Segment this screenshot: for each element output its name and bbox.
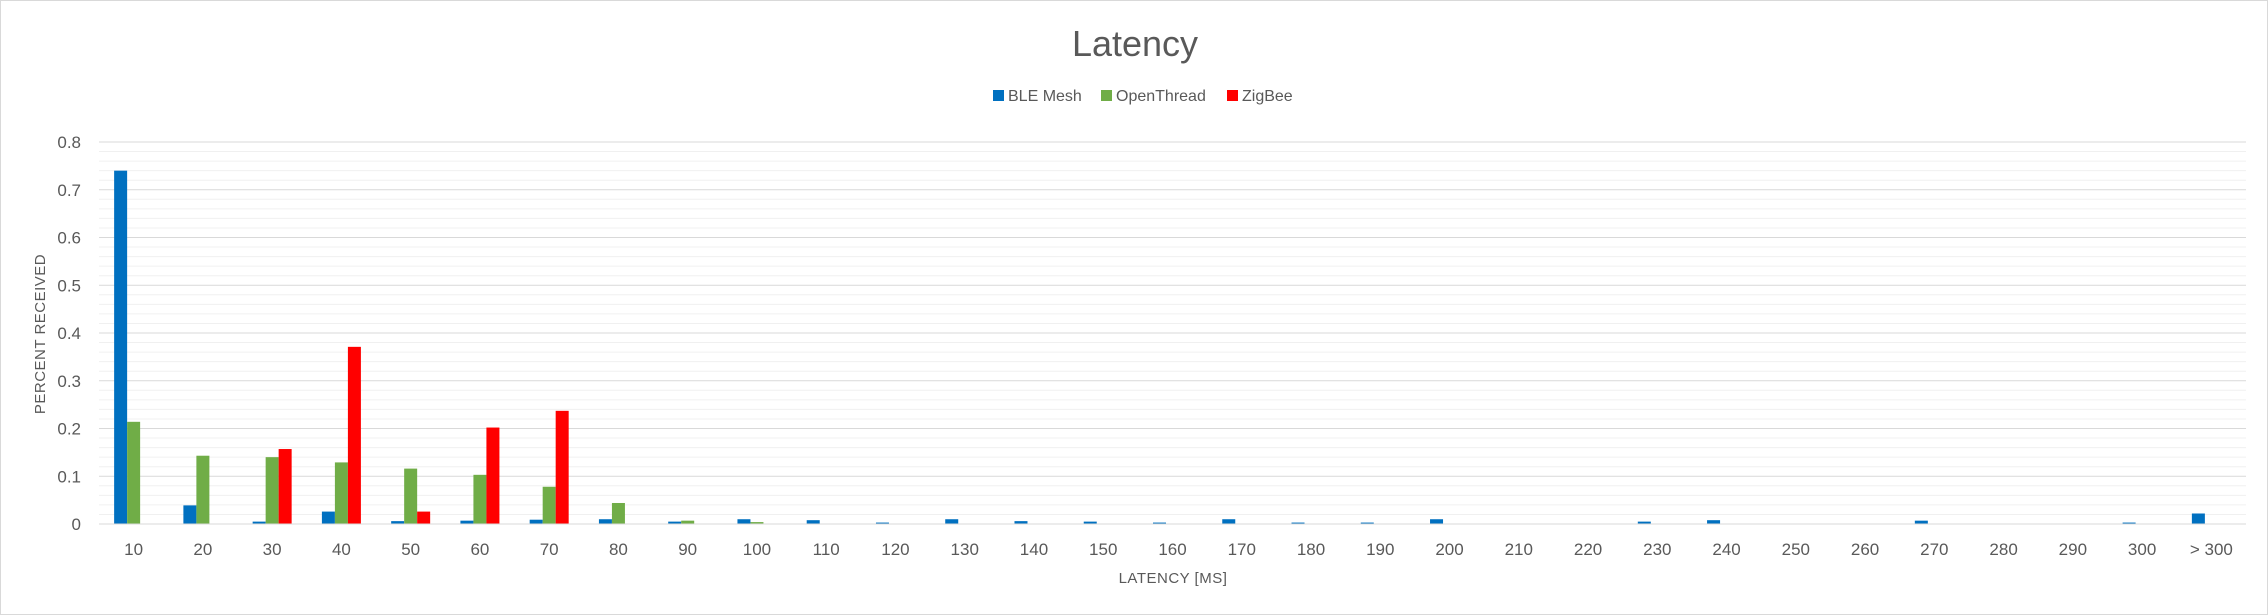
bar-ble-mesh [1707,520,1721,524]
bar-ble-mesh [321,511,335,524]
bar-ble-mesh [1291,522,1305,524]
legend-swatch-zigbee [1227,90,1238,101]
x-tick-label: 160 [1158,540,1186,559]
bar-ble-mesh [945,519,959,524]
x-tick-label: > 300 [2190,540,2233,559]
bar-openthread [611,502,625,524]
bar-openthread [334,462,348,524]
legend-label-zigbee: ZigBee [1242,88,1293,105]
bar-ble-mesh [1430,519,1444,524]
bar-ble-mesh [114,170,128,524]
y-tick-label: 0.7 [57,181,81,200]
bar-zigbee [486,427,500,524]
legend-swatch-openthread [1101,90,1112,101]
bars [114,170,2205,524]
bar-ble-mesh [806,520,820,524]
bar-zigbee [347,346,361,524]
x-tick-label: 270 [1920,540,1948,559]
x-tick-label: 190 [1366,540,1394,559]
x-tick-label: 250 [1782,540,1810,559]
y-tick-label: 0.2 [57,420,81,439]
x-tick-label: 100 [743,540,771,559]
x-tick-label: 40 [332,540,351,559]
x-tick-label: 210 [1505,540,1533,559]
bar-ble-mesh [2122,522,2136,524]
bar-ble-mesh [668,521,682,524]
bar-ble-mesh [460,520,474,524]
x-tick-label: 80 [609,540,628,559]
y-tick-label: 0.4 [57,324,81,343]
x-tick-label: 30 [263,540,282,559]
bar-openthread [750,522,764,524]
legend: BLE Mesh OpenThread ZigBee [993,88,1293,105]
x-axis-title: LATENCY [MS] [1119,570,1228,587]
x-tick-label: 60 [470,540,489,559]
x-tick-label: 220 [1574,540,1602,559]
bar-ble-mesh [1360,522,1374,524]
x-tick-label: 150 [1089,540,1117,559]
x-tick-label: 200 [1435,540,1463,559]
bar-ble-mesh [391,521,405,524]
bar-ble-mesh [1153,522,1166,524]
bar-ble-mesh [2191,513,2205,524]
bar-zigbee [555,410,569,524]
bar-ble-mesh [875,522,889,524]
bar-ble-mesh [252,521,266,524]
x-tick-label: 70 [540,540,559,559]
x-tick-label: 300 [2128,540,2156,559]
bar-zigbee [417,511,431,524]
bar-openthread [404,468,418,524]
y-tick-label: 0.3 [57,372,81,391]
bar-ble-mesh [1222,519,1236,524]
bar-ble-mesh [598,519,612,524]
y-axis-title: PERCENT RECEIVED [32,254,49,414]
x-tick-label: 20 [193,540,212,559]
x-tick-label: 280 [1989,540,2017,559]
x-tick-label: 110 [813,540,840,559]
y-tick-label: 0.5 [57,276,81,295]
y-tick-label: 0.8 [57,133,81,152]
x-tick-label: 10 [124,540,143,559]
y-tick-label: 0 [72,515,81,534]
bar-openthread [473,474,487,524]
chart-title: Latency [1072,23,1198,64]
legend-label-ble-mesh: BLE Mesh [1008,88,1082,105]
gridlines [99,141,2246,515]
bar-ble-mesh [737,519,751,524]
x-tick-label: 290 [2059,540,2087,559]
x-tick-label: 120 [881,540,909,559]
bar-openthread [127,421,141,524]
bar-openthread [196,455,210,524]
bar-ble-mesh [529,519,543,524]
x-tick-label: 260 [1851,540,1879,559]
bar-openthread [265,457,279,524]
bar-openthread [681,520,695,524]
bar-ble-mesh [183,505,197,524]
x-tick-label: 130 [951,540,979,559]
y-axis-ticks: 0 0.1 0.2 0.3 0.4 0.5 0.6 0.7 0.8 [57,133,81,534]
x-tick-label: 170 [1228,540,1256,559]
bar-ble-mesh [1083,521,1097,524]
legend-swatch-ble-mesh [993,90,1004,101]
bar-ble-mesh [1014,521,1028,524]
y-tick-label: 0.1 [57,467,81,486]
x-axis-ticks: 10 20 30 40 50 60 70 80 90 100 110 120 130 140 150 160 1… [124,540,2233,559]
bar-ble-mesh [1914,520,1928,524]
x-tick-label: 230 [1643,540,1671,559]
bar-ble-mesh [1637,521,1651,524]
x-tick-label: 50 [401,540,420,559]
bar-openthread [542,486,556,524]
x-tick-label: 140 [1020,540,1048,559]
bar-zigbee [278,449,292,524]
y-tick-label: 0.6 [57,229,81,248]
x-tick-label: 180 [1297,540,1325,559]
x-tick-label: 240 [1712,540,1740,559]
legend-label-openthread: OpenThread [1116,88,1206,105]
x-tick-label: 90 [678,540,697,559]
